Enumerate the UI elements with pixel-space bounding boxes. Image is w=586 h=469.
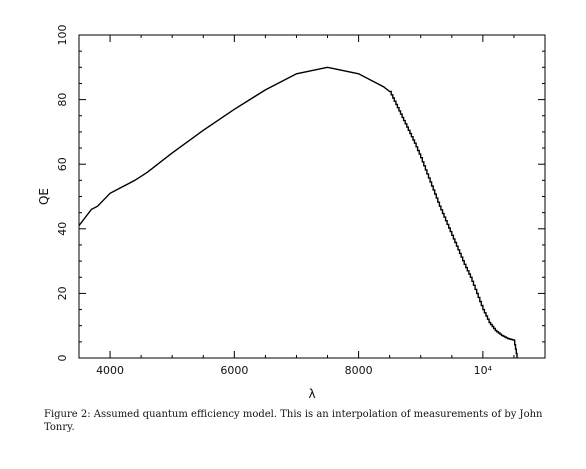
plot-frame [78,34,546,359]
figure-caption: Figure 2: Assumed quantum efficiency mod… [44,408,564,434]
series-line-0 [78,66,518,358]
x-tick-label-0: 4000 [96,364,124,377]
x-tick-label-1: 6000 [220,364,248,377]
x-axis-title: λ [308,387,315,401]
y-tick-label-1: 20 [56,286,69,300]
y-tick-label-2: 40 [56,222,69,236]
y-tick-label-0: 0 [56,355,69,362]
y-tick-label-5: 100 [56,25,69,46]
x-tick-label-3: 10⁴ [474,364,493,377]
caption-line-1: Figure 2: Assumed quantum efficiency mod… [44,409,543,420]
y-axis-title: QE [37,188,51,205]
caption-line-2: Tonry. [44,422,75,433]
x-tick-label-2: 8000 [345,364,373,377]
y-tick-label-3: 60 [56,157,69,171]
y-tick-label-4: 80 [56,93,69,107]
qe-chart: 4000 6000 8000 10⁴ 0 20 40 60 80 100 λ QE [37,25,546,401]
